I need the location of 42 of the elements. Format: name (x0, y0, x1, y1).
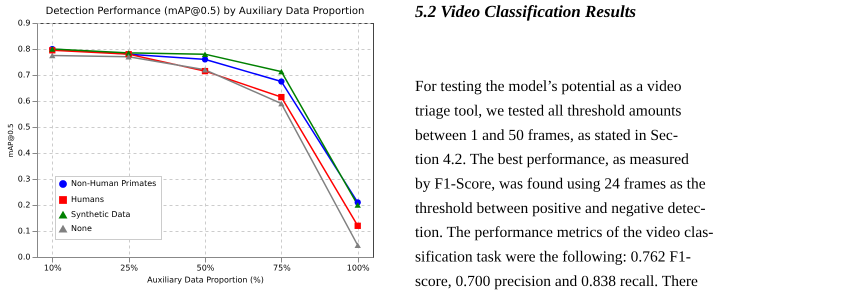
y-tick-label: 0.1 (18, 226, 30, 236)
point (202, 56, 208, 63)
x-tick-label: 10% (44, 264, 62, 272)
y-tick-label: 0.3 (18, 174, 30, 184)
text: between 1 and 50 frames, as stated in Sec- (415, 126, 678, 144)
y-tick-label: 0.6 (18, 96, 30, 106)
text: score, 0.700 precision and 0.838 recall. There (415, 272, 698, 290)
point (278, 94, 285, 100)
x-tick-label: 50% (196, 264, 215, 272)
text: threshold between positive and negative detec- (415, 200, 706, 217)
point (49, 52, 56, 58)
point (278, 100, 285, 106)
legend-label: Synthetic Data (71, 210, 131, 219)
point (278, 68, 285, 74)
point (125, 54, 132, 60)
y-tick-label: 0.2 (18, 200, 30, 210)
text: tion 4.2. The best performance, as measured (415, 151, 690, 168)
legend-label: None (71, 224, 92, 233)
y-tick-label: 0.9 (18, 18, 30, 28)
chart-title: Detection Performance (mAP@0.5) by Auxiliary Data Proportion (46, 6, 364, 17)
x-axis-title: Auxiliary Data Proportion (%) (147, 276, 264, 284)
y-tick-label: 0.7 (18, 70, 30, 80)
point (278, 78, 285, 85)
x-tick-label: 75% (272, 264, 292, 272)
text: tion. The performance metrics of the video clas- (415, 224, 714, 242)
x-tick-label: 100% (346, 264, 370, 272)
text: triage tool, we tested all threshold amounts (415, 102, 682, 120)
text: by F1-Score, was found using 24 frames as the (415, 176, 706, 193)
legend-label: Humans (71, 195, 104, 204)
y-tick-label: 0.5 (18, 122, 30, 132)
y-tick-label: 0.0 (18, 252, 30, 262)
legend-label: Non-Human Primates (71, 179, 156, 188)
text: For testing the model’s potential as a video (415, 78, 682, 96)
y-tick-label: 0.4 (18, 148, 30, 158)
text: sification task were the following: 0.762 F1- (415, 248, 691, 266)
x-tick-label: 25% (120, 264, 138, 272)
point (354, 242, 361, 248)
point (354, 222, 361, 229)
point (354, 202, 361, 208)
text: 5.2 Video Classification Results (415, 2, 636, 21)
point (202, 51, 208, 57)
y-tick-label: 0.8 (18, 44, 30, 54)
